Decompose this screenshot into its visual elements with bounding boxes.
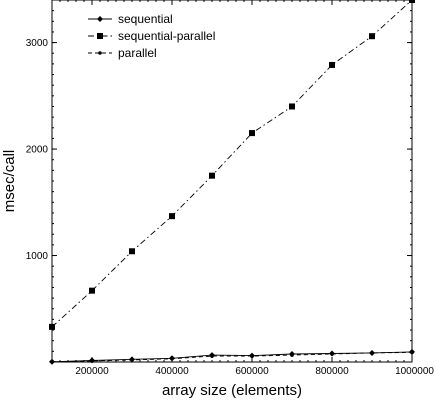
legend-label: parallel xyxy=(118,46,157,60)
data-point-square xyxy=(369,33,375,40)
data-point-dot xyxy=(130,358,134,362)
data-point-square xyxy=(329,61,335,68)
series-line xyxy=(51,351,413,363)
data-point-square xyxy=(409,0,415,3)
series-layer xyxy=(49,0,415,365)
data-point-square xyxy=(129,248,135,255)
series-parallel xyxy=(50,350,414,364)
legend-item: sequential xyxy=(88,12,173,26)
x-tick-label: 1000000 xyxy=(395,366,434,377)
x-tick-label: 800000 xyxy=(315,366,349,377)
data-point-diamond xyxy=(97,16,103,22)
major-tick-group: 1000 2000 3000 200000 400000 600000 800000 1000… xyxy=(26,0,434,377)
data-point-dot xyxy=(98,51,102,55)
data-point-square xyxy=(209,172,215,179)
legend: sequential sequential-parallel parallel xyxy=(88,12,215,60)
series-line xyxy=(51,0,413,328)
x-tick-label: 400000 xyxy=(155,366,189,377)
data-point-dot xyxy=(50,359,54,364)
x-axis-label: array size (elements) xyxy=(162,382,302,399)
legend-label: sequential xyxy=(118,12,173,26)
minor-tick-group xyxy=(52,0,412,362)
series-sequential-parallel xyxy=(49,0,415,330)
data-point-dot xyxy=(250,354,254,358)
plot-frame xyxy=(51,0,413,363)
legend-item: parallel xyxy=(88,46,157,60)
legend-item: sequential-parallel xyxy=(88,29,215,43)
data-point-dot xyxy=(290,353,294,357)
data-point-square xyxy=(97,33,103,39)
data-point-square xyxy=(249,130,255,137)
data-point-dot xyxy=(210,354,214,358)
data-point-square xyxy=(49,323,55,330)
y-tick-label: 2000 xyxy=(26,145,49,156)
x-tick-label: 200000 xyxy=(75,366,109,377)
y-axis-label: msec/call xyxy=(1,150,18,213)
data-point-dot xyxy=(170,357,174,361)
x-tick-label: 600000 xyxy=(235,366,269,377)
y-tick-label: 3000 xyxy=(26,38,49,49)
y-tick-label: 1000 xyxy=(26,251,49,262)
data-point-square xyxy=(289,103,295,110)
data-point-dot xyxy=(330,352,334,356)
data-point-dot xyxy=(410,350,414,355)
data-point-square xyxy=(89,287,95,294)
data-point-dot xyxy=(90,359,94,363)
data-point-square xyxy=(169,213,175,220)
legend-label: sequential-parallel xyxy=(118,29,215,43)
data-point-dot xyxy=(370,351,374,355)
